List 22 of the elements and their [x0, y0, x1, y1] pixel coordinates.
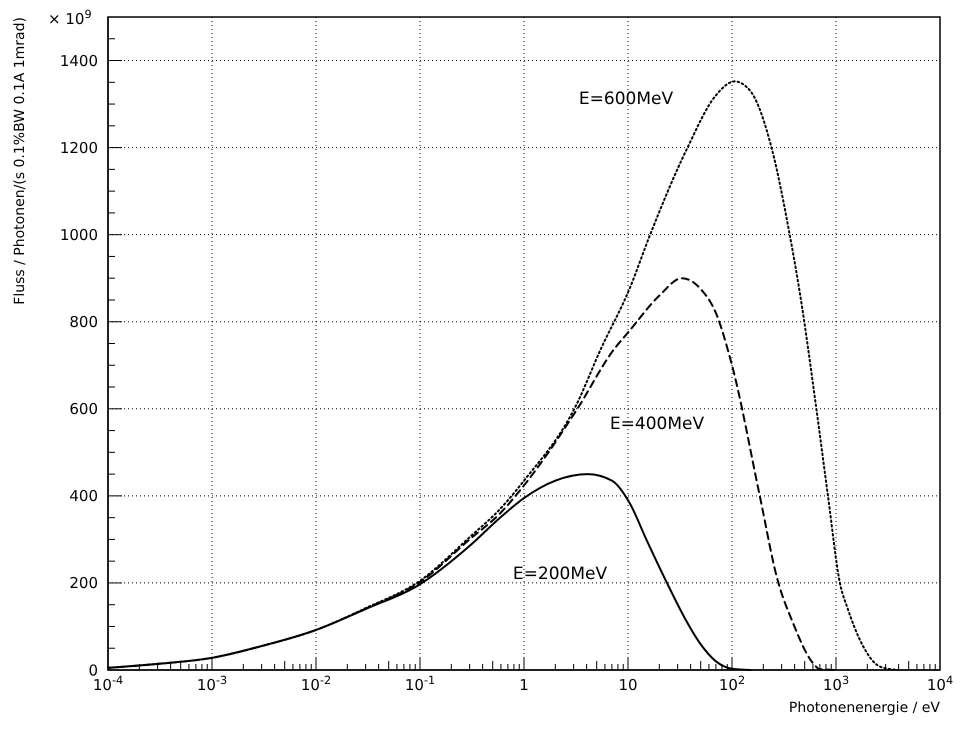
x-tick-label: 10$^{2}$ [718, 674, 746, 694]
annotation: E=600MeV [578, 89, 674, 109]
y-tick-label: 600 [69, 400, 98, 418]
x-tick-label: 10$^{-1}$ [404, 674, 436, 694]
annotation: E=200MeV [512, 564, 608, 584]
x-axis-title: Photonenenergie / eV [788, 700, 940, 716]
y-tick-label: 1400 [60, 52, 98, 70]
x-tick-label: 1 [519, 676, 529, 694]
y-tick-label: 1200 [60, 138, 98, 157]
y-tick-label: 800 [69, 312, 98, 331]
x-tick-label: 10$^{-3}$ [196, 674, 228, 694]
x-tick-label: 10$^{-2}$ [300, 674, 332, 694]
x-tick-label: 10$^{4}$ [926, 674, 954, 694]
annotation: E=400MeV [610, 414, 704, 434]
x-tick-label: 10$^{3}$ [822, 674, 850, 694]
y-tick-label: 400 [69, 487, 98, 506]
y-tick-label: 200 [69, 574, 98, 592]
y-axis-title: Fluss / Photonen/(s 0.1%BW 0.1A 1mrad) [12, 17, 28, 305]
y-tick-label: 0 [88, 661, 98, 680]
text: × 10$^{9}$ [48, 8, 92, 28]
y-tick-label: 1000 [60, 226, 98, 244]
x-tick-label: 10 [618, 676, 638, 694]
